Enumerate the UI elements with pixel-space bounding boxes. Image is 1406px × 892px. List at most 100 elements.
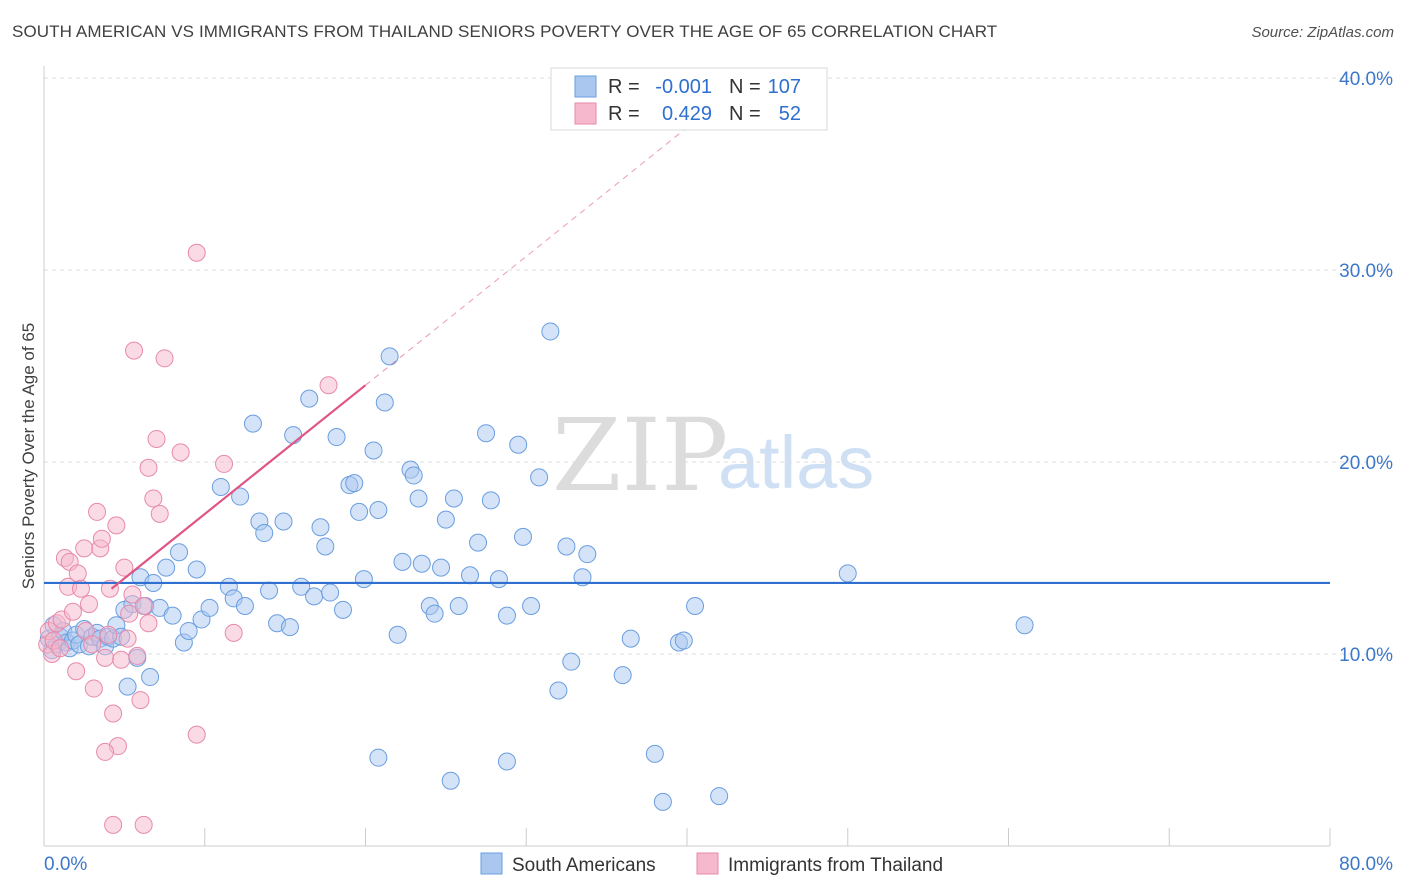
stats-box: R = -0.001 N = 107 R = 0.429 N = 52 <box>550 67 828 131</box>
point-thailand <box>84 679 103 698</box>
point-thailand <box>215 454 234 473</box>
legend-label-thailand: Immigrants from Thailand <box>728 855 943 876</box>
point-south-american <box>1015 616 1034 635</box>
point-south-american <box>380 347 399 366</box>
point-thailand <box>150 504 169 523</box>
point-south-american <box>170 543 189 562</box>
point-thailand <box>51 639 70 658</box>
point-south-american <box>522 597 541 615</box>
point-thailand <box>71 579 90 598</box>
point-thailand <box>63 602 82 621</box>
point-thailand <box>118 629 137 648</box>
point-thailand <box>187 243 206 262</box>
point-south-american <box>578 545 597 564</box>
legend: South Americans Immigrants from Thailand <box>480 852 943 876</box>
point-thailand <box>155 349 174 368</box>
point-south-american <box>653 792 672 811</box>
point-south-american <box>163 606 182 625</box>
point-thailand <box>134 815 153 834</box>
point-thailand <box>107 516 126 535</box>
point-thailand <box>88 502 107 521</box>
point-south-american <box>562 652 581 671</box>
point-south-american <box>710 787 729 806</box>
point-thailand <box>147 429 166 448</box>
watermark-zip: ZIP <box>552 397 728 514</box>
point-south-american <box>674 631 693 650</box>
point-thailand <box>112 650 131 669</box>
chart-title: SOUTH AMERICAN VS IMMIGRANTS FROM THAILA… <box>12 22 998 41</box>
point-south-american <box>404 466 423 485</box>
point-thailand <box>83 635 102 654</box>
point-south-american <box>514 527 533 546</box>
point-south-american <box>300 389 319 408</box>
legend-swatch-thailand <box>696 852 719 875</box>
point-south-american <box>838 564 857 583</box>
point-south-american <box>530 468 549 487</box>
point-south-american <box>284 426 303 445</box>
trend-line-extension <box>365 101 720 386</box>
legend-label-south-americans: South Americans <box>512 855 656 876</box>
point-thailand <box>131 691 150 710</box>
point-thailand <box>319 376 338 395</box>
point-south-american <box>441 771 460 790</box>
point-south-american <box>243 414 262 433</box>
point-south-american <box>235 597 254 615</box>
point-south-american <box>321 583 340 602</box>
point-thailand <box>115 558 134 577</box>
point-south-american <box>200 598 219 617</box>
stats-swatch-blue <box>574 75 597 98</box>
point-thailand <box>128 646 147 665</box>
stats-r-value: 0.429 <box>662 103 712 125</box>
point-south-american <box>211 477 230 496</box>
stats-swatch-pink <box>574 102 597 125</box>
point-south-american <box>157 558 176 577</box>
source-label: Source: ZipAtlas.com <box>1251 24 1394 41</box>
point-south-american <box>187 560 206 579</box>
point-south-american <box>333 600 352 619</box>
point-south-american <box>686 597 705 615</box>
y-axis-label: Seniors Poverty Over the Age of 65 <box>19 323 38 589</box>
point-south-american <box>409 489 428 508</box>
point-south-american <box>364 441 383 460</box>
y-tick-label: 20.0% <box>1339 453 1393 474</box>
series-immigrants-thailand <box>38 243 338 834</box>
point-south-american <box>345 474 364 493</box>
trend-lines <box>44 101 1330 590</box>
point-south-american <box>118 677 137 696</box>
stats-n-label: N = <box>729 103 761 125</box>
point-thailand <box>120 604 139 623</box>
stats-r-value: -0.001 <box>655 76 712 98</box>
y-tick-labels: 10.0% 20.0% 30.0% 40.0% <box>1339 69 1393 666</box>
point-south-american <box>469 533 488 552</box>
point-south-american <box>274 512 293 531</box>
point-south-american <box>393 552 412 571</box>
point-south-american <box>432 558 451 577</box>
point-thailand <box>171 443 190 462</box>
point-thailand <box>187 725 206 744</box>
gridlines <box>44 77 1390 655</box>
point-south-american <box>369 748 388 767</box>
point-south-american <box>231 487 250 506</box>
point-south-american <box>316 537 335 556</box>
point-thailand <box>96 742 115 761</box>
point-thailand <box>139 458 158 477</box>
point-south-american <box>260 581 279 600</box>
point-thailand <box>92 529 111 548</box>
stats-n-label: N = <box>729 76 761 98</box>
point-south-american <box>460 566 479 585</box>
point-south-american <box>255 524 274 543</box>
point-south-american <box>621 629 640 648</box>
point-thailand <box>125 341 144 360</box>
point-south-american <box>573 568 592 587</box>
point-thailand <box>100 579 119 598</box>
y-tick-label: 30.0% <box>1339 261 1393 282</box>
point-south-american <box>444 489 463 508</box>
point-south-american <box>412 554 431 573</box>
point-thailand <box>80 595 99 614</box>
stats-n-value: 52 <box>779 103 801 125</box>
point-south-american <box>280 618 299 637</box>
point-south-american <box>497 752 516 771</box>
point-south-american <box>557 537 576 556</box>
point-south-american <box>645 744 664 763</box>
x-tick-label: 0.0% <box>44 854 87 875</box>
